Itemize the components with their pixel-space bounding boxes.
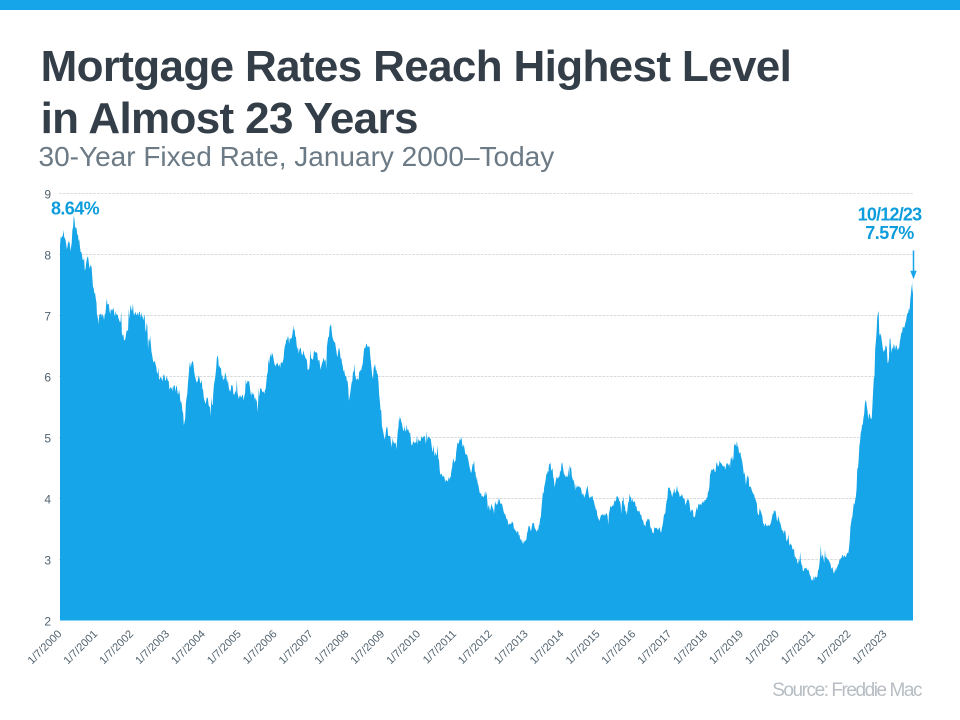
svg-text:1/7/2020: 1/7/2020 <box>743 628 782 667</box>
svg-text:7.57%: 7.57% <box>865 223 914 243</box>
svg-text:8: 8 <box>44 248 51 262</box>
svg-text:1/7/2007: 1/7/2007 <box>277 628 316 667</box>
svg-text:5: 5 <box>44 431 51 445</box>
svg-text:7: 7 <box>44 309 51 323</box>
svg-text:3: 3 <box>44 553 51 567</box>
svg-text:1/7/2016: 1/7/2016 <box>600 628 639 667</box>
svg-text:1/7/2002: 1/7/2002 <box>97 628 136 667</box>
svg-text:1/7/2017: 1/7/2017 <box>635 628 674 667</box>
svg-text:1/7/2011: 1/7/2011 <box>421 628 459 666</box>
svg-text:1/7/2019: 1/7/2019 <box>707 628 746 667</box>
svg-text:1/7/2012: 1/7/2012 <box>456 628 495 667</box>
svg-text:10/12/23: 10/12/23 <box>858 205 922 225</box>
svg-text:1/7/2005: 1/7/2005 <box>205 628 244 667</box>
svg-text:1/7/2022: 1/7/2022 <box>815 628 854 667</box>
svg-text:1/7/2008: 1/7/2008 <box>313 628 352 667</box>
svg-text:1/7/2014: 1/7/2014 <box>528 628 567 667</box>
svg-text:9: 9 <box>44 187 51 201</box>
svg-text:1/7/2010: 1/7/2010 <box>384 628 423 667</box>
svg-text:4: 4 <box>44 492 51 506</box>
svg-text:1/7/2003: 1/7/2003 <box>133 628 172 667</box>
svg-text:1/7/2021: 1/7/2021 <box>779 628 818 667</box>
svg-text:1/7/2023: 1/7/2023 <box>851 628 890 667</box>
svg-text:1/7/2018: 1/7/2018 <box>671 628 710 667</box>
svg-text:1/7/2015: 1/7/2015 <box>564 628 603 667</box>
svg-text:1/7/2000: 1/7/2000 <box>26 628 65 667</box>
svg-text:1/7/2006: 1/7/2006 <box>241 628 280 667</box>
svg-text:6: 6 <box>44 370 51 384</box>
svg-text:8.64%: 8.64% <box>51 198 100 218</box>
svg-text:1/7/2009: 1/7/2009 <box>348 628 387 667</box>
svg-text:1/7/2004: 1/7/2004 <box>169 628 208 667</box>
svg-text:1/7/2013: 1/7/2013 <box>492 628 531 667</box>
svg-text:1/7/2001: 1/7/2001 <box>62 628 101 667</box>
svg-text:2: 2 <box>44 614 51 628</box>
